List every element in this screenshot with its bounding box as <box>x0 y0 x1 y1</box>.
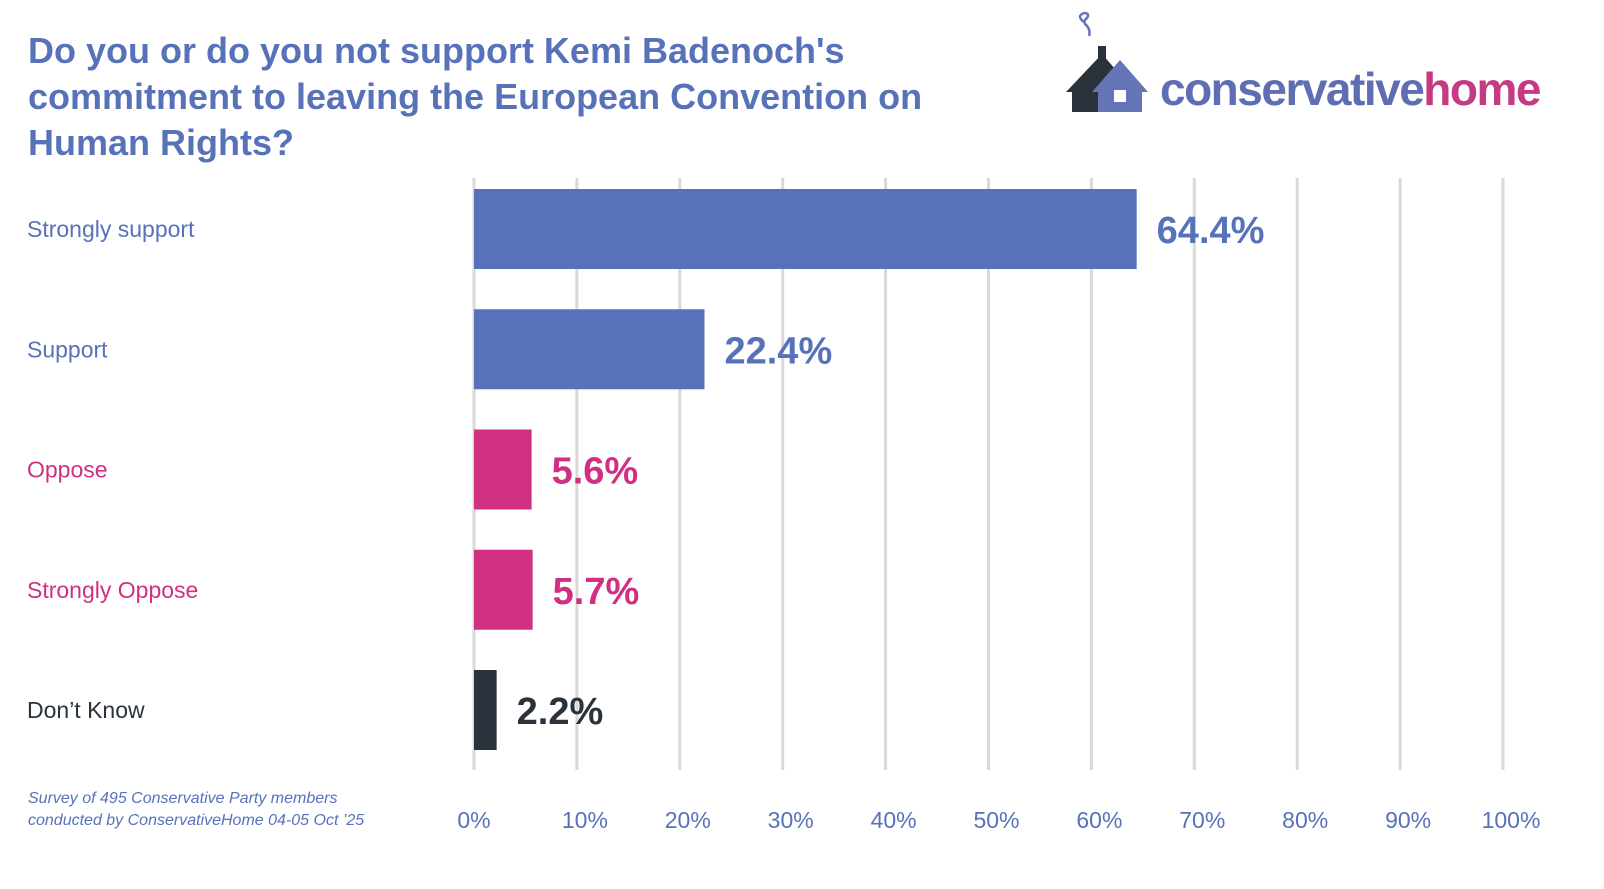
category-label: Support <box>27 336 108 362</box>
bar <box>474 670 497 750</box>
bar <box>474 549 533 630</box>
x-tick-label: 90% <box>1385 807 1431 833</box>
survey-note-line1: Survey of 495 Conservative Party members <box>28 790 338 807</box>
x-tick-label: 10% <box>562 807 608 833</box>
value-label: 5.6% <box>552 451 639 493</box>
x-tick-label: 60% <box>1076 807 1122 833</box>
survey-note: Survey of 495 Conservative Party members… <box>28 788 364 832</box>
x-tick-label: 100% <box>1482 807 1541 833</box>
category-label: Strongly Oppose <box>27 577 198 603</box>
logo-text-conservative: conservative <box>1160 63 1425 115</box>
value-label: 2.2% <box>517 691 604 733</box>
bar <box>474 189 1137 269</box>
category-label: Don’t Know <box>27 697 145 723</box>
category-label: Strongly support <box>27 216 195 242</box>
x-tick-label: 80% <box>1282 807 1328 833</box>
logo-text-home: home <box>1423 63 1541 115</box>
value-label: 64.4% <box>1157 210 1265 252</box>
x-tick-label: 0% <box>457 807 490 833</box>
value-label: 5.7% <box>553 571 640 613</box>
x-tick-label: 30% <box>768 807 814 833</box>
bar <box>474 309 705 390</box>
x-tick-label: 50% <box>973 807 1019 833</box>
bar <box>474 429 532 510</box>
chart-title: Do you or do you not support Kemi Badeno… <box>28 30 923 163</box>
x-tick-label: 20% <box>665 807 711 833</box>
house-logo-icon <box>1066 11 1148 112</box>
x-tick-label: 70% <box>1179 807 1225 833</box>
survey-note-line2: conducted by ConservativeHome 04-05 Oct … <box>28 812 365 829</box>
x-tick-label: 40% <box>871 807 917 833</box>
value-label: 22.4% <box>724 330 832 372</box>
category-label: Oppose <box>27 457 108 483</box>
conservativehome-logo: conservativehome <box>1062 10 1562 120</box>
